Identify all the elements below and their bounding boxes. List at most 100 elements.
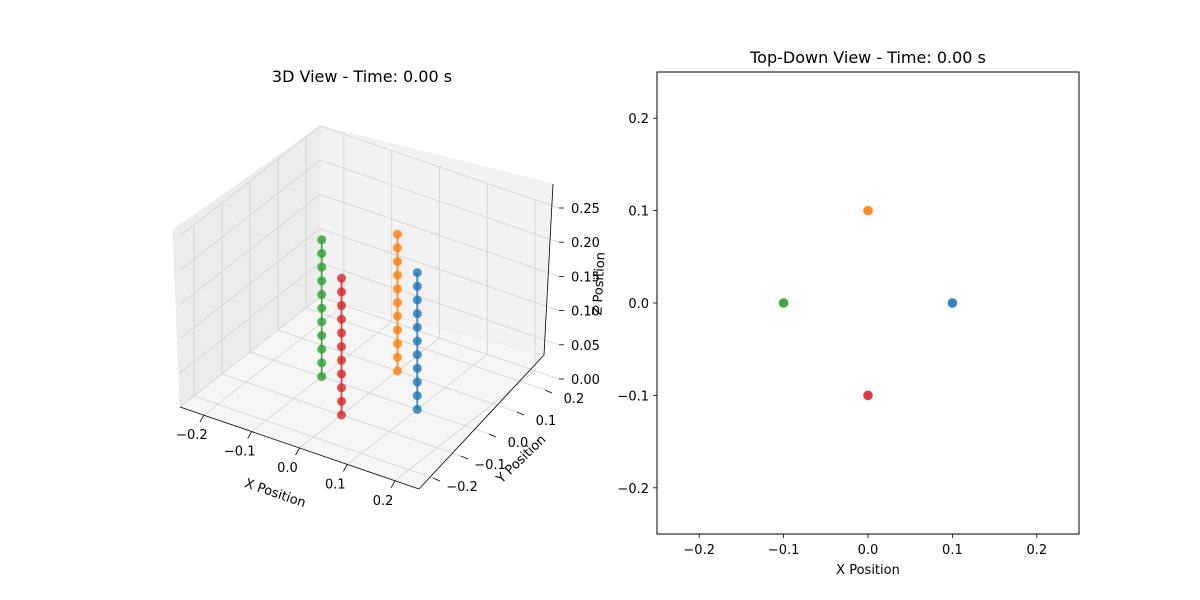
data-point-3d bbox=[393, 270, 402, 280]
z-tick-label-3d: 0.20 bbox=[571, 236, 600, 251]
data-point-2d bbox=[863, 205, 873, 216]
x-tick-mark-3d bbox=[199, 415, 205, 423]
z-tick-label-3d: 0.25 bbox=[571, 202, 600, 217]
data-point-3d bbox=[393, 311, 402, 321]
data-point-3d bbox=[412, 322, 422, 332]
y-tick-mark-3d bbox=[488, 433, 497, 438]
data-point-3d bbox=[317, 248, 327, 258]
grid-z-back bbox=[319, 125, 560, 209]
y-tick-label-3d: 0.1 bbox=[536, 414, 557, 429]
data-point-3d bbox=[337, 328, 346, 338]
grid-z-left bbox=[179, 125, 321, 237]
data-point-3d bbox=[337, 314, 346, 324]
data-point-3d bbox=[412, 281, 422, 291]
y-tick-label-2d: 0.2 bbox=[628, 112, 649, 127]
x-tick-label-2d: 0.2 bbox=[1026, 543, 1047, 558]
data-point-3d bbox=[393, 229, 402, 239]
y-tick-label-2d: 0.1 bbox=[628, 205, 649, 220]
data-point-3d bbox=[412, 350, 422, 360]
data-point-3d bbox=[393, 352, 402, 362]
data-point-3d bbox=[393, 243, 402, 253]
data-point-3d bbox=[412, 363, 422, 373]
grid-z-back bbox=[319, 262, 560, 346]
z-axis-label-3d: Z Position bbox=[590, 252, 608, 316]
z-tick-label-3d: 0.10 bbox=[571, 305, 600, 320]
y-tick-mark-3d bbox=[432, 477, 441, 482]
series-3d-column bbox=[317, 235, 327, 382]
x-tick-mark-3d bbox=[390, 480, 396, 488]
data-point-3d bbox=[317, 262, 327, 272]
y-tick-label-2d: −0.2 bbox=[617, 482, 649, 497]
chart-2d-title: Top-Down View - Time: 0.00 s bbox=[749, 48, 986, 67]
chart-3d-title: 3D View - Time: 0.00 s bbox=[272, 67, 452, 86]
grid-z-left bbox=[179, 159, 321, 271]
data-point-3d bbox=[317, 276, 327, 286]
data-point-3d bbox=[317, 290, 327, 300]
ticks-2d: −0.2 −0.1 0.0 0.1 0.2 −0.2 −0.1 0.0 0.1 0.2 bbox=[617, 112, 1047, 558]
z-tick-label-3d: 0.00 bbox=[571, 373, 600, 388]
data-point-3d bbox=[337, 383, 346, 393]
data-point-3d bbox=[412, 268, 422, 278]
x-tick-label-2d: 0.1 bbox=[942, 543, 963, 558]
grid-y-floor bbox=[305, 307, 546, 391]
series-3d-column bbox=[412, 268, 422, 414]
data-point-3d bbox=[337, 287, 346, 297]
x-tick-label-3d: −0.2 bbox=[176, 428, 208, 443]
data-point-3d bbox=[317, 235, 327, 245]
data-point-3d bbox=[337, 396, 346, 406]
x-tick-mark-3d bbox=[342, 464, 348, 472]
x-axis-label-2d: X Position bbox=[836, 563, 900, 578]
data-point-3d bbox=[317, 372, 327, 382]
grid-y-floor bbox=[249, 351, 490, 435]
x-tick-label-2d: 0.0 bbox=[858, 543, 879, 558]
y-tick-label-3d: −0.1 bbox=[474, 458, 506, 473]
grid-z-left bbox=[179, 228, 321, 339]
data-point-3d bbox=[317, 303, 327, 313]
data-point-3d bbox=[317, 344, 327, 354]
y-tick-label-3d: 0.0 bbox=[508, 436, 529, 451]
y-tick-mark-3d bbox=[460, 455, 469, 460]
data-point-3d bbox=[393, 339, 402, 349]
data-point-2d bbox=[947, 298, 958, 308]
y-tick-label-2d: 0.0 bbox=[628, 297, 649, 312]
grid-z-left bbox=[179, 194, 321, 305]
data-point-3d bbox=[412, 377, 422, 387]
x-tick-label-3d: 0.2 bbox=[373, 494, 394, 509]
data-point-3d bbox=[393, 366, 402, 376]
x-tick-label-3d: 0.1 bbox=[325, 477, 346, 492]
grid-z-back bbox=[319, 194, 560, 277]
x-tick-mark-3d bbox=[295, 447, 300, 456]
x-tick-mark-3d bbox=[247, 431, 253, 439]
z-tick-label-3d: 0.15 bbox=[571, 270, 600, 285]
points-2d bbox=[778, 205, 958, 401]
x-tick-label-3d: 0.0 bbox=[277, 461, 298, 476]
data-point-3d bbox=[317, 331, 327, 341]
chart-3d-view: 3D View - Time: 0.00 s −0.2−0.10.00.10.2… bbox=[172, 67, 609, 511]
grid-z-back bbox=[319, 296, 560, 380]
x-axis-label-3d: X Position bbox=[243, 476, 308, 511]
data-point-3d bbox=[317, 317, 327, 327]
series-3d bbox=[317, 229, 422, 420]
grid-z-left bbox=[179, 262, 321, 374]
data-point-3d bbox=[393, 298, 402, 308]
data-point-3d bbox=[337, 342, 346, 352]
data-point-3d bbox=[393, 257, 402, 267]
data-point-3d bbox=[412, 309, 422, 319]
data-point-3d bbox=[337, 355, 346, 365]
data-point-3d bbox=[337, 369, 346, 379]
data-point-3d bbox=[393, 284, 402, 294]
y-axis-line bbox=[418, 354, 545, 490]
x-tick-label-3d: −0.1 bbox=[224, 445, 256, 460]
data-point-3d bbox=[337, 410, 346, 420]
grid-z-back bbox=[319, 159, 560, 243]
series-3d-column bbox=[393, 229, 402, 376]
ticks-3d: −0.2−0.10.00.10.2−0.2−0.10.00.10.20.000.… bbox=[176, 202, 600, 509]
z-axis-line bbox=[543, 183, 554, 356]
data-point-2d bbox=[778, 298, 789, 308]
y-tick-label-3d: −0.2 bbox=[446, 480, 478, 495]
data-point-3d bbox=[412, 336, 422, 346]
grid-z-back bbox=[319, 228, 560, 311]
plot-frame bbox=[656, 71, 1080, 535]
y-tick-label-3d: 0.2 bbox=[564, 392, 585, 407]
